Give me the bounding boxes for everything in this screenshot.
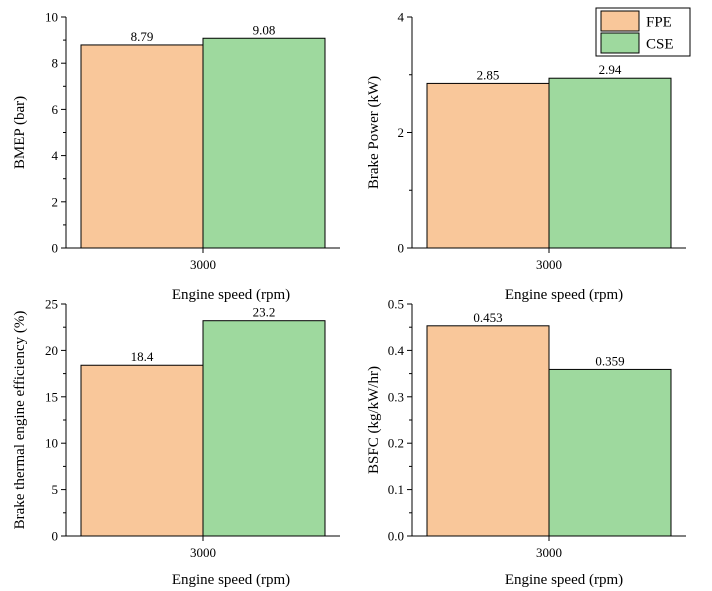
legend-swatch-fpe (600, 10, 640, 32)
bar-cse (548, 368, 672, 537)
y-tick-label: 10 (45, 10, 58, 25)
bar-fpe (426, 82, 550, 249)
x-tick-label: 3000 (536, 545, 562, 560)
y-tick-label: 6 (52, 102, 59, 117)
bar-fpe (426, 325, 550, 537)
bar-value-label: 8.79 (131, 29, 154, 44)
y-tick-label: 2 (398, 125, 405, 140)
y-tick-label: 0.4 (388, 343, 405, 358)
y-tick-label: 0.5 (388, 297, 404, 312)
x-axis-title: Engine speed (rpm) (505, 572, 623, 588)
bar-cse (548, 77, 672, 249)
x-tick-label: 3000 (190, 545, 216, 560)
bar-value-label: 9.08 (253, 22, 276, 37)
y-tick-label: 4 (398, 10, 405, 25)
y-tick-label: 0.2 (388, 436, 404, 451)
bar-value-label: 0.359 (595, 353, 624, 368)
bar-cse (202, 37, 326, 249)
y-tick-label: 0 (398, 241, 405, 256)
y-axis-title: BSFC (kg/kW/hr) (366, 366, 382, 474)
x-axis-title: Engine speed (rpm) (172, 572, 290, 588)
x-axis-title: Engine speed (rpm) (172, 287, 290, 303)
y-axis-title: BMEP (bar) (12, 96, 28, 169)
y-tick-label: 0 (52, 529, 59, 544)
y-tick-label: 25 (45, 297, 58, 312)
bar-value-label: 2.94 (599, 62, 622, 77)
y-axis-title: Brake thermal engine efficiency (%) (12, 311, 28, 530)
y-axis-title: Brake Power (kW) (366, 76, 382, 189)
bar-fpe (80, 364, 204, 537)
y-tick-label: 15 (45, 389, 58, 404)
y-tick-label: 4 (52, 148, 59, 163)
legend-label-fpe: FPE (646, 15, 672, 31)
x-tick-label: 3000 (190, 257, 216, 272)
y-tick-label: 20 (45, 343, 58, 358)
legend-swatch-cse (600, 32, 640, 54)
bar-value-label: 2.85 (477, 67, 500, 82)
x-tick-label: 3000 (536, 257, 562, 272)
x-axis-title: Engine speed (rpm) (505, 287, 623, 303)
bar-value-label: 23.2 (253, 305, 276, 320)
bar-value-label: 0.453 (473, 310, 502, 325)
y-tick-label: 2 (52, 194, 59, 209)
bar-cse (202, 320, 326, 537)
y-tick-label: 0.1 (388, 482, 404, 497)
y-tick-label: 0.0 (388, 529, 404, 544)
bar-value-label: 18.4 (131, 349, 154, 364)
y-tick-label: 10 (45, 436, 58, 451)
y-tick-label: 0.3 (388, 389, 404, 404)
y-tick-label: 0 (52, 241, 59, 256)
y-tick-label: 5 (52, 482, 59, 497)
bar-fpe (80, 44, 204, 249)
y-tick-label: 8 (52, 56, 59, 71)
legend-label-cse: CSE (646, 37, 674, 53)
